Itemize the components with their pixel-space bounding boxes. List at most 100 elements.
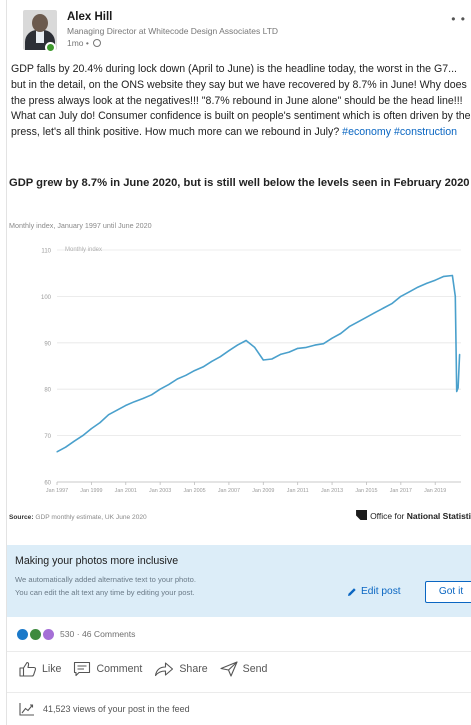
author-name[interactable]: Alex Hill [67, 11, 113, 23]
data-point [400, 295, 402, 297]
data-point [64, 446, 67, 448]
edit-post-button[interactable]: Edit post [347, 586, 401, 597]
globe-icon [93, 39, 102, 47]
banner-text: We automatically added alternative text … [15, 573, 315, 599]
data-point [219, 356, 221, 358]
source-text: GDP monthly estimate, UK June 2020 [35, 514, 147, 521]
post-body: GDP falls by 20.4% during lock down (Apr… [11, 63, 471, 139]
y-tick-label: 110 [41, 249, 51, 255]
banner-line-1: We automatically added alternative text … [15, 575, 196, 584]
banner-title: Making your photos more inclusive [15, 555, 179, 567]
x-tick-label: Jan 2015 [355, 488, 377, 494]
data-point [443, 275, 445, 278]
data-point [365, 316, 368, 318]
data-point [228, 350, 230, 352]
data-point [331, 337, 333, 339]
data-point [457, 387, 459, 389]
data-point [357, 321, 359, 323]
like-reaction-icon [17, 628, 28, 640]
like-button[interactable]: Like [19, 661, 61, 677]
data-point [82, 435, 84, 437]
data-point [408, 291, 411, 293]
data-point [340, 332, 342, 335]
edit-post-label: Edit post [361, 586, 401, 597]
data-point [193, 370, 196, 372]
reaction-comment-count[interactable]: 530 · 46 Comments [60, 629, 136, 639]
data-point [322, 343, 325, 345]
data-point [434, 279, 436, 281]
data-point [426, 282, 428, 285]
publisher-regular: Office for [370, 511, 407, 521]
post-views[interactable]: 41,523 views of your post in the feed [7, 692, 471, 725]
data-point [279, 353, 282, 355]
data-point [374, 312, 376, 314]
x-tick-label: Jan 2019 [424, 488, 446, 494]
publisher-bold: National Statisti [406, 511, 471, 521]
chart-source: Source: GDP monthly estimate, UK June 20… [9, 514, 147, 521]
data-point [297, 347, 299, 349]
share-button[interactable]: Share [154, 661, 208, 677]
post-hashtags[interactable]: #economy #construction [342, 126, 458, 139]
data-point [459, 353, 461, 355]
comment-button[interactable]: Comment [73, 661, 142, 677]
gdp-chart[interactable]: 60 70 80 90 100 110 Monthly index Jan 1997 Jan 1… [7, 232, 471, 506]
data-point [202, 366, 204, 368]
data-point [125, 404, 127, 407]
love-reaction-icon [43, 628, 54, 640]
data-point [176, 378, 178, 380]
x-tick-label: Jan 2007 [218, 488, 240, 494]
alt-text-banner: Making your photos more inclusive We aut… [7, 545, 471, 617]
author-headline: Managing Director at Whitecode Design As… [67, 26, 279, 36]
send-button[interactable]: Send [220, 660, 268, 677]
data-point [245, 339, 247, 342]
y-tick-label: 90 [44, 341, 51, 347]
data-point [185, 374, 187, 376]
y-tick-label: 80 [44, 388, 51, 394]
analytics-icon [19, 703, 34, 716]
gdp-line [56, 274, 461, 453]
chart-headline: GDP grew by 8.7% in June 2020, but is st… [9, 177, 470, 189]
x-tick-label: Jan 1999 [80, 488, 102, 494]
celebrate-reaction-icon [30, 628, 41, 640]
data-point [391, 302, 393, 304]
data-point [142, 397, 144, 400]
data-point [305, 346, 307, 349]
online-status-icon [45, 42, 56, 53]
views-text: 41,523 views of your post in the feed [43, 704, 190, 714]
data-point [348, 325, 350, 328]
y-tick-label: 70 [44, 434, 51, 440]
data-point [116, 409, 118, 411]
comment-icon [74, 661, 91, 676]
data-point [288, 351, 290, 353]
banner-line-2: You can edit the alt text any time by ed… [15, 588, 195, 597]
data-point [150, 394, 153, 396]
thumbs-up-icon [19, 661, 37, 677]
send-label: Send [242, 662, 268, 675]
like-label: Like [42, 662, 62, 675]
x-tick-label: Jan 2011 [287, 488, 309, 494]
social-counts[interactable]: 530 · 46 Comments [17, 627, 135, 641]
ons-mark-icon [356, 510, 368, 520]
post-header: Alex Hill Managing Director at Whitecode… [7, 6, 471, 56]
x-tick-label: Jan 2017 [390, 488, 412, 494]
ons-logo: Office for National Statisti [356, 510, 471, 521]
got-it-button[interactable]: Got it [425, 581, 471, 603]
data-point [168, 383, 170, 386]
data-point [454, 295, 456, 297]
comment-label: Comment [96, 662, 143, 675]
x-tick-label: Jan 2005 [183, 488, 205, 494]
data-point [133, 401, 135, 403]
data-point [383, 307, 385, 309]
x-tick-label: Jan 2013 [321, 488, 343, 494]
data-point [451, 274, 454, 277]
feed-post-card: Alex Hill Managing Director at Whitecode… [6, 0, 471, 725]
data-point [262, 359, 264, 361]
more-options-icon[interactable]: • • [451, 12, 466, 26]
data-point [56, 451, 58, 453]
y-tick-label: 100 [41, 295, 52, 301]
chart-subtitle: Monthly index, January 1997 until June 2… [9, 221, 152, 230]
data-point [159, 388, 161, 390]
data-point [254, 346, 256, 349]
data-point [211, 360, 213, 362]
post-timestamp: 1mo • [67, 38, 102, 48]
